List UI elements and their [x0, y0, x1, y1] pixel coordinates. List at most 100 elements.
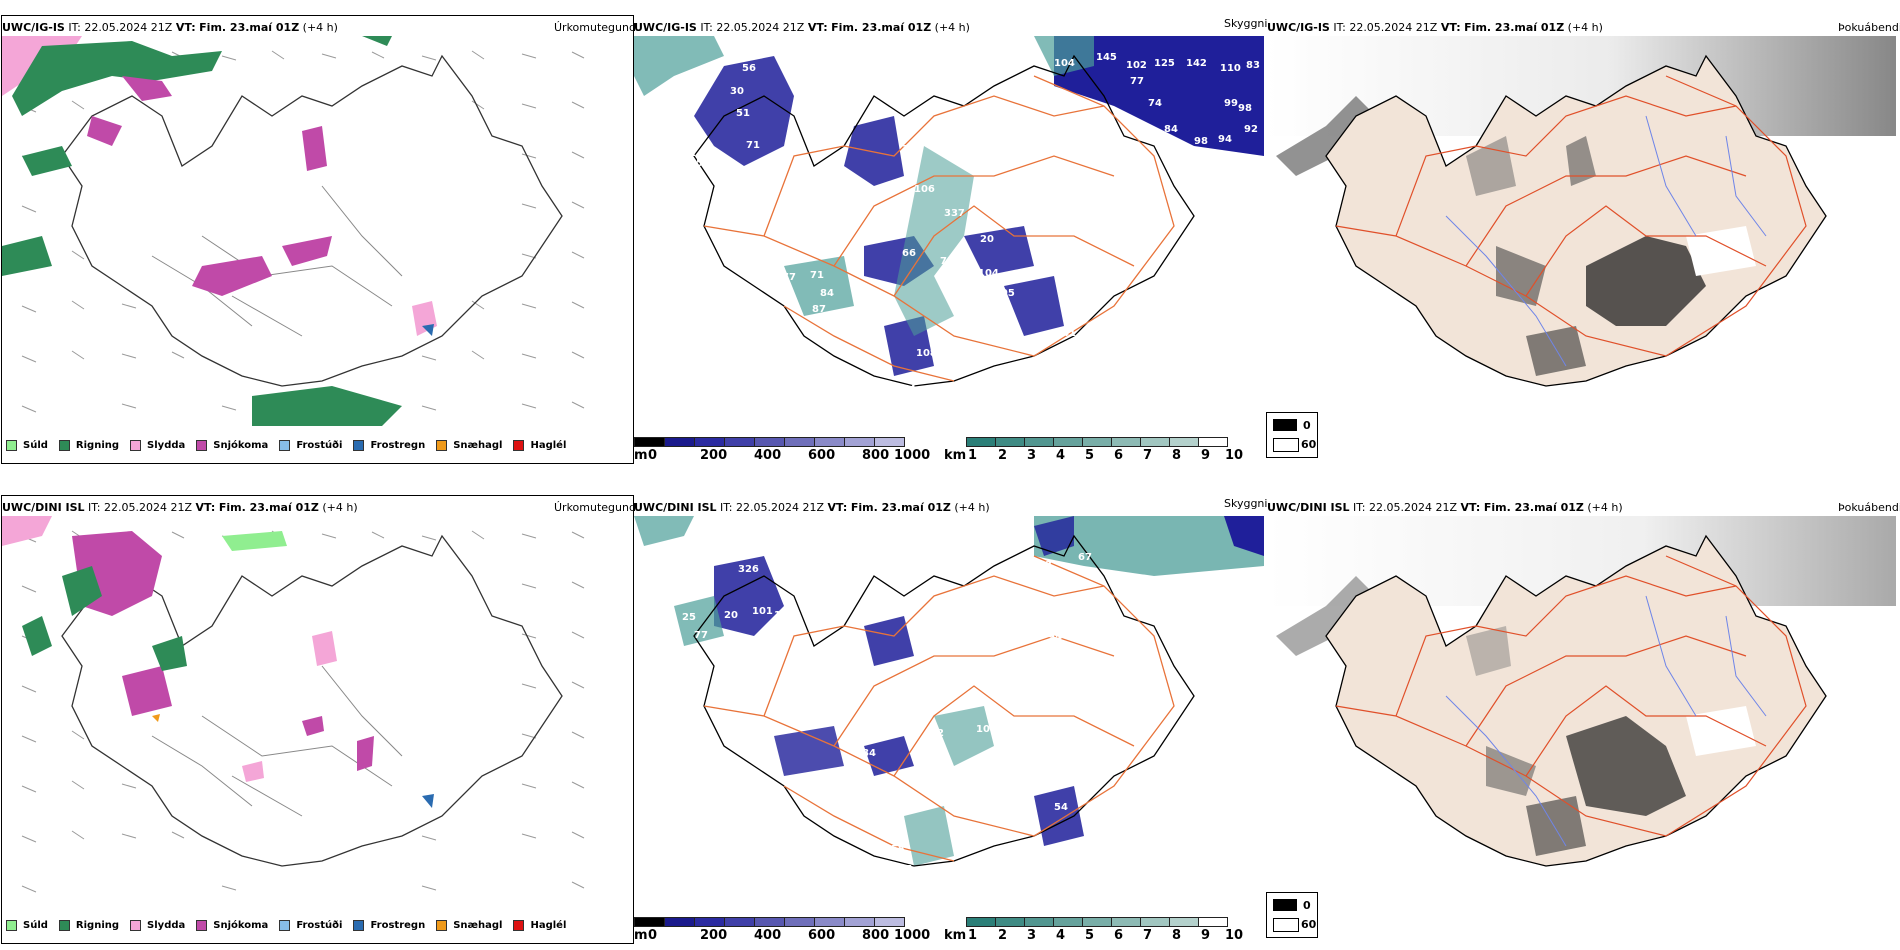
- svg-text:98: 98: [1194, 136, 1208, 147]
- ceiling-colorbar: m 0 200 400 600 800 1000: [634, 917, 930, 943]
- colorbar-tick: 2: [998, 448, 1008, 463]
- svg-text:104: 104: [990, 752, 1011, 763]
- init-time: IT: 22.05.2024 21Z: [1353, 501, 1458, 514]
- colorbar-tick: 7: [1143, 928, 1153, 943]
- svg-text:395: 395: [994, 288, 1015, 299]
- svg-text:20: 20: [724, 610, 738, 621]
- legend-item: Rigning: [58, 440, 119, 451]
- svg-text:74: 74: [902, 384, 916, 395]
- legend-label: Haglél: [530, 920, 567, 931]
- init-time: IT: 22.05.2024 21Z: [720, 501, 825, 514]
- road-network: [1335, 555, 1807, 837]
- wind-barbs: [21, 50, 585, 413]
- model-name: UWC/DINI ISL: [2, 501, 85, 514]
- legend-swatch: [513, 440, 525, 451]
- fog-map: [1266, 36, 1896, 387]
- valid-time: Fim. 23.maí 01Z: [218, 501, 319, 514]
- svg-text:13: 13: [964, 328, 978, 339]
- colorbar-tick: 600: [808, 928, 836, 943]
- legend-item: Haglél: [513, 920, 566, 931]
- svg-text:76: 76: [742, 545, 756, 556]
- precip-legend: Súld Rigning Slydda Snjókoma Frostúði Fr…: [6, 440, 577, 451]
- svg-text:387: 387: [928, 562, 949, 573]
- valid-label: VT:: [1460, 501, 1481, 514]
- valid-time: Fim. 23.maí 01Z: [850, 501, 951, 514]
- legend-label: Frostregn: [370, 920, 426, 931]
- visibility-map-title: UWC/IG-IS IT: 22.05.2024 21Z VT: Fim. 23…: [634, 21, 970, 34]
- legend-swatch: [279, 440, 291, 451]
- init-time: IT: 22.05.2024 21Z: [700, 21, 805, 34]
- valid-label: VT:: [175, 21, 196, 34]
- svg-text:54: 54: [1054, 802, 1068, 813]
- visibility-colorbar-segments: [966, 437, 1228, 447]
- valid-label: VT:: [807, 21, 828, 34]
- colorbar-tick: 200: [700, 448, 728, 463]
- svg-text:30: 30: [730, 86, 744, 97]
- colorbar-tick: 8: [1172, 448, 1182, 463]
- svg-text:148: 148: [958, 560, 979, 571]
- svg-text:104: 104: [1054, 58, 1075, 69]
- row-2: UWC/DINI ISL IT: 22.05.2024 21Z VT: Fim.…: [0, 480, 1900, 950]
- svg-text:84: 84: [820, 288, 834, 299]
- init-time: IT: 22.05.2024 21Z: [68, 21, 173, 34]
- road-network: [703, 75, 1175, 382]
- colorbar-tick: 3: [1027, 448, 1037, 463]
- fog-map-label: Þokuábendi: [1838, 21, 1900, 34]
- svg-text:41: 41: [1062, 328, 1076, 339]
- colorbar-tick: 10: [1225, 928, 1244, 943]
- colorbar-tick: 1000: [894, 928, 931, 943]
- svg-text:71: 71: [810, 270, 824, 281]
- legend-label: Snæhagl: [453, 440, 503, 451]
- iceland-outline: [61, 534, 563, 867]
- svg-text:94: 94: [1048, 632, 1062, 643]
- colorbar-tick: 400: [754, 448, 782, 463]
- legend-label: Snæhagl: [453, 920, 503, 931]
- svg-text:51: 51: [736, 108, 750, 119]
- colorbar-tick: 8: [1172, 928, 1182, 943]
- svg-text:67: 67: [1078, 552, 1092, 563]
- colorbar-tick: 200: [700, 928, 728, 943]
- svg-text:84: 84: [862, 748, 876, 759]
- colorbar-tick: 6: [1114, 448, 1124, 463]
- svg-text:13: 13: [1038, 560, 1052, 571]
- legend-item: Súld: [6, 920, 48, 931]
- svg-text:108: 108: [774, 610, 795, 621]
- ceiling-colorbar-ticks: m 0 200 400 600 800 1000: [634, 447, 930, 463]
- visibility-map-label: Skyggni: [1224, 497, 1268, 510]
- colorbar-tick: 1: [968, 448, 978, 463]
- svg-text:145: 145: [1096, 52, 1117, 63]
- rivers: [1445, 115, 1767, 367]
- visibility-colorbar: km 1 2 3 4 5 6 7 8 9 10: [944, 917, 1243, 943]
- svg-text:74: 74: [1148, 98, 1162, 109]
- fog-legend-max: 60: [1301, 918, 1317, 931]
- svg-text:226: 226: [850, 308, 871, 319]
- legend-swatch: [130, 440, 142, 451]
- precip-map-label: Úrkomutegund: [554, 21, 636, 34]
- colorbar-tick: 6: [1114, 928, 1124, 943]
- svg-text:326: 326: [738, 564, 759, 575]
- svg-text:104: 104: [978, 268, 999, 279]
- fog-map-label: Þokuábendi: [1838, 501, 1900, 514]
- colorbar-unit: km: [944, 928, 967, 943]
- svg-text:87: 87: [812, 304, 826, 315]
- fog-legend-max: 60: [1301, 438, 1317, 451]
- visibility-colorbar: km 1 2 3 4 5 6 7 8 9 10: [944, 437, 1243, 463]
- svg-text:108: 108: [1044, 730, 1065, 741]
- svg-text:56: 56: [742, 63, 756, 74]
- svg-text:77: 77: [694, 630, 708, 641]
- svg-text:13: 13: [880, 864, 894, 875]
- colorbar-tick: 400: [754, 928, 782, 943]
- precip-areas: [2, 36, 437, 426]
- visibility-colorbar-segments: [966, 917, 1228, 927]
- fog-map-title: UWC/IG-IS IT: 22.05.2024 21Z VT: Fim. 23…: [1267, 21, 1603, 34]
- svg-text:94: 94: [1218, 134, 1232, 145]
- precip-legend: Súld Rigning Slydda Snjókoma Frostúði Fr…: [6, 920, 577, 931]
- legend-swatch: [130, 920, 142, 931]
- colorbar-tick: 7: [1143, 448, 1153, 463]
- legend-item: Snæhagl: [436, 440, 502, 451]
- svg-text:25: 25: [682, 612, 696, 623]
- legend-swatch: [58, 440, 70, 451]
- legend-item: Súld: [6, 440, 48, 451]
- colorbar-tick: 800: [862, 448, 890, 463]
